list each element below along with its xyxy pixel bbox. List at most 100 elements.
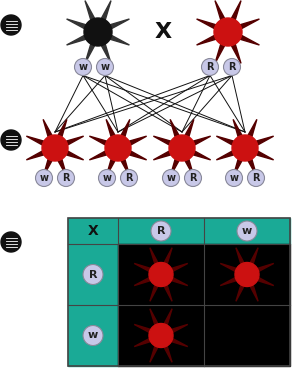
Polygon shape — [125, 149, 147, 160]
Polygon shape — [196, 19, 220, 31]
Polygon shape — [246, 119, 257, 141]
Polygon shape — [162, 248, 172, 267]
Bar — [68, 244, 118, 305]
Polygon shape — [248, 248, 258, 267]
Polygon shape — [170, 155, 181, 177]
Text: w: w — [100, 62, 109, 72]
Polygon shape — [67, 19, 90, 31]
Circle shape — [98, 170, 116, 186]
Circle shape — [58, 170, 74, 186]
Polygon shape — [196, 33, 220, 45]
Text: R: R — [206, 62, 214, 72]
Polygon shape — [190, 149, 211, 160]
Polygon shape — [168, 337, 188, 347]
Circle shape — [151, 221, 171, 241]
Polygon shape — [168, 324, 188, 334]
Bar — [204, 244, 290, 305]
Polygon shape — [162, 309, 172, 328]
Circle shape — [121, 170, 137, 186]
Polygon shape — [119, 155, 130, 177]
Circle shape — [149, 263, 173, 286]
Circle shape — [83, 326, 103, 346]
Polygon shape — [99, 40, 111, 63]
Polygon shape — [150, 343, 160, 362]
Polygon shape — [246, 155, 257, 177]
Polygon shape — [220, 263, 240, 273]
Polygon shape — [150, 309, 160, 328]
Circle shape — [214, 18, 242, 46]
Polygon shape — [236, 33, 260, 45]
Text: w: w — [79, 62, 88, 72]
Circle shape — [42, 135, 68, 161]
Polygon shape — [216, 149, 238, 160]
Polygon shape — [183, 119, 194, 141]
Bar — [118, 305, 204, 366]
Polygon shape — [99, 1, 111, 24]
Polygon shape — [215, 1, 226, 24]
Text: w: w — [167, 173, 176, 183]
Circle shape — [35, 170, 52, 186]
Polygon shape — [236, 282, 246, 301]
Polygon shape — [62, 136, 84, 147]
Polygon shape — [168, 276, 188, 286]
Circle shape — [224, 58, 241, 76]
Circle shape — [74, 58, 92, 76]
Polygon shape — [56, 119, 67, 141]
Polygon shape — [150, 248, 160, 267]
Polygon shape — [67, 33, 90, 45]
Polygon shape — [170, 119, 181, 141]
Polygon shape — [106, 19, 129, 31]
Polygon shape — [253, 149, 274, 160]
Bar — [68, 305, 118, 366]
Circle shape — [248, 170, 265, 186]
Polygon shape — [183, 155, 194, 177]
Polygon shape — [236, 19, 260, 31]
Polygon shape — [233, 119, 244, 141]
Text: w: w — [40, 173, 49, 183]
Bar — [118, 244, 204, 305]
Polygon shape — [230, 1, 241, 24]
Text: R: R — [157, 226, 165, 236]
Polygon shape — [85, 40, 97, 63]
Polygon shape — [153, 149, 175, 160]
Polygon shape — [254, 263, 274, 273]
Polygon shape — [168, 263, 188, 273]
Bar — [68, 218, 290, 366]
Polygon shape — [89, 149, 110, 160]
Polygon shape — [215, 40, 226, 63]
Circle shape — [84, 18, 112, 46]
Polygon shape — [26, 136, 47, 147]
Polygon shape — [220, 276, 240, 286]
Text: w: w — [88, 330, 98, 340]
Polygon shape — [106, 33, 129, 45]
Polygon shape — [153, 136, 175, 147]
Circle shape — [1, 232, 21, 252]
Text: R: R — [189, 173, 197, 183]
Circle shape — [149, 324, 173, 347]
Polygon shape — [216, 136, 238, 147]
Text: R: R — [252, 173, 260, 183]
Text: R: R — [62, 173, 70, 183]
Polygon shape — [43, 155, 54, 177]
Circle shape — [184, 170, 202, 186]
Text: X: X — [154, 22, 172, 42]
Polygon shape — [236, 248, 246, 267]
Polygon shape — [62, 149, 84, 160]
Polygon shape — [134, 263, 154, 273]
Circle shape — [232, 135, 258, 161]
Polygon shape — [119, 119, 130, 141]
Circle shape — [163, 170, 179, 186]
Circle shape — [235, 263, 259, 286]
Circle shape — [1, 130, 21, 150]
Circle shape — [105, 135, 131, 161]
Polygon shape — [254, 276, 274, 286]
Polygon shape — [26, 149, 47, 160]
Polygon shape — [248, 282, 258, 301]
Polygon shape — [56, 155, 67, 177]
Text: w: w — [242, 226, 252, 236]
Polygon shape — [134, 324, 154, 334]
Polygon shape — [106, 119, 117, 141]
Polygon shape — [253, 136, 274, 147]
Text: R: R — [125, 173, 133, 183]
Text: R: R — [89, 269, 97, 279]
